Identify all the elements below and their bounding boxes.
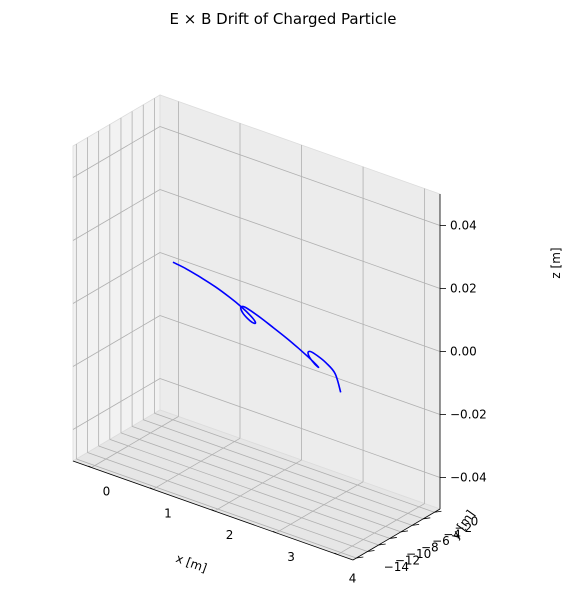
y-tick-mark [356,556,364,559]
grid-y-floor [98,445,379,546]
y-tick-label: −4 [443,527,461,541]
x-axis-label: x [m] [174,551,209,575]
grid-y-floor [154,412,435,513]
y-tick-label: −12 [395,554,420,568]
grid-y-floor [76,458,357,559]
grid-y-floor [143,419,424,520]
pane-group [72,94,441,561]
x-tick-mark [334,552,338,555]
tick-labels: 012340−2−4−6−8−10−12−140.040.020.00−0.02… [88,219,487,586]
grid-z-back [159,126,441,226]
grid-z-back [159,378,441,478]
x-tick-label: 2 [226,528,234,542]
y-tick-label: −10 [406,547,431,561]
grid-z-left [72,378,161,430]
grid-y-floor [131,425,413,526]
x-tick-label: 3 [287,550,295,564]
grid-y-floor [109,439,390,539]
x-tick-label: 1 [164,506,172,520]
trajectory-line [172,261,342,393]
grid-z-left [72,126,161,178]
z-tick-label: −0.04 [450,471,487,485]
series-group [172,261,342,393]
chart-title: E × B Drift of Charged Particle [170,10,397,28]
x-tick-label: 0 [103,485,111,499]
y-tick-mark [400,530,409,533]
grid-z-left [72,252,161,304]
y-tick-mark [378,543,386,546]
y-tick-mark [389,537,397,539]
x-tick-mark [88,465,92,468]
y-tick-mark [434,510,442,513]
y-tick-label: 0 [471,514,479,528]
grid-z-back [159,252,441,352]
y-tick-mark [412,523,420,526]
y-tick-mark [423,517,431,520]
grid-z-left [72,189,161,241]
y-tick-label: −2 [454,521,472,535]
z-tick-label: 0.02 [450,282,477,296]
z-tick-label: 0.00 [450,345,477,359]
y-tick-label: −14 [384,560,409,574]
x-tick-mark [211,509,215,512]
grid-z-left [72,315,161,367]
z-tick-label: 0.04 [450,219,477,233]
x-tick-mark [272,531,277,534]
y-tick-label: −6 [432,534,450,548]
y-tick-mark [367,550,375,552]
grid-z-back [159,315,441,415]
x-tick-mark [149,487,154,490]
y-tick-label: −8 [421,540,439,554]
z-axis-label: z [m] [549,247,563,278]
grid-y-floor [120,432,402,533]
z-tick-label: −0.02 [450,408,487,422]
grid-lines [72,98,441,559]
grid-z-back [159,189,441,289]
x-tick-label: 4 [349,572,357,586]
grid-y-floor [87,452,368,552]
